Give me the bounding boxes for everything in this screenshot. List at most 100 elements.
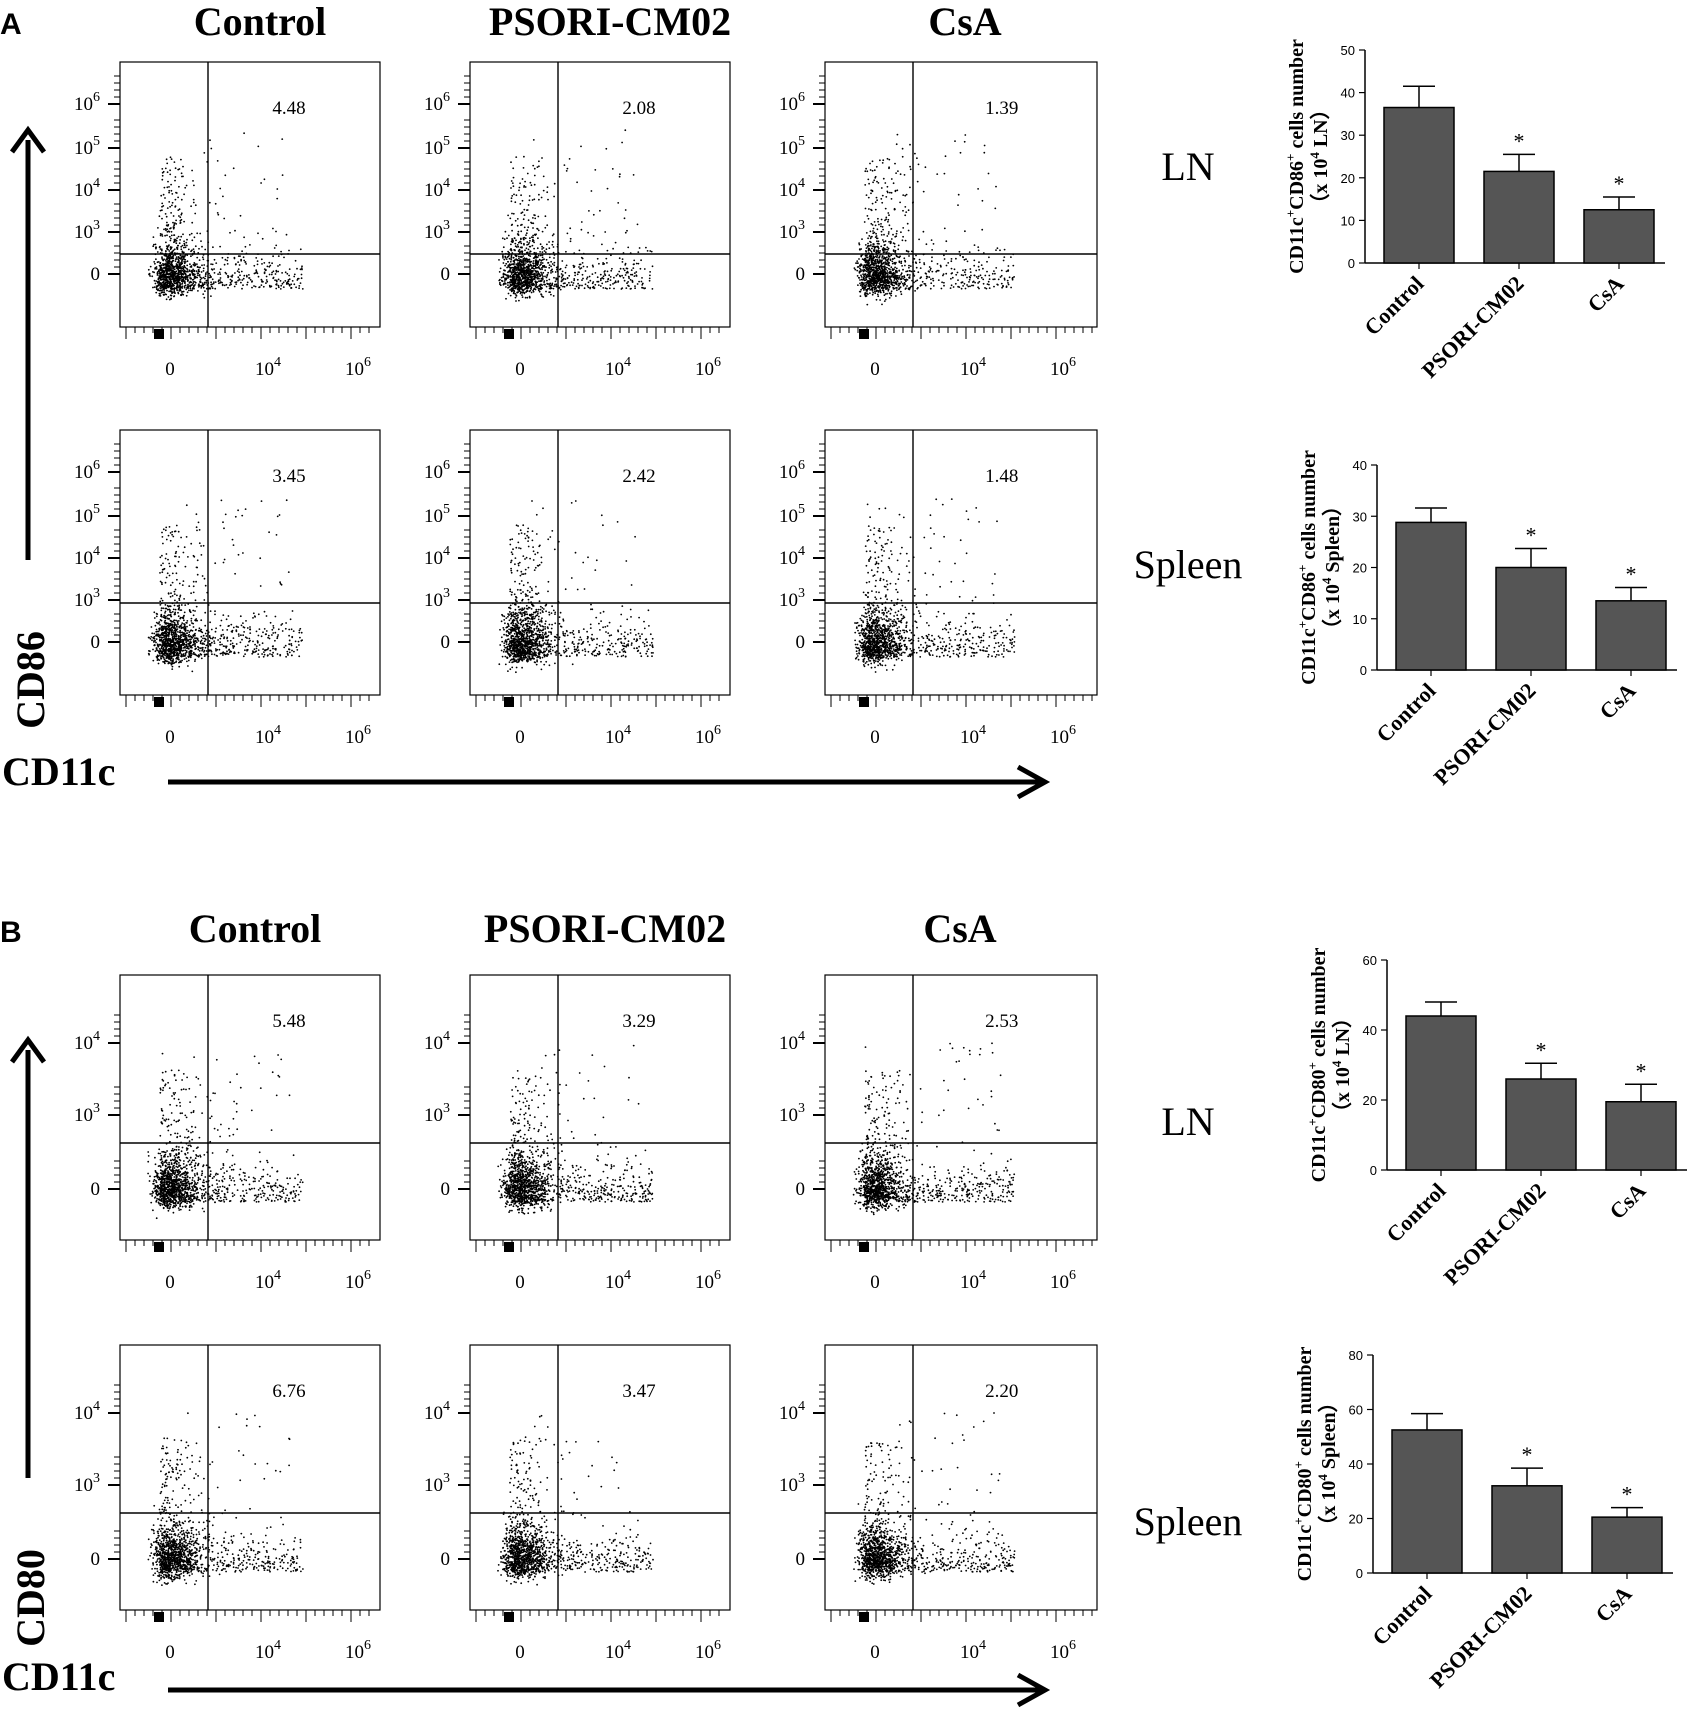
event-dot bbox=[599, 210, 601, 212]
event-dot bbox=[897, 256, 899, 258]
event-dot bbox=[923, 264, 925, 266]
event-dot bbox=[881, 187, 883, 189]
event-dot bbox=[865, 255, 867, 257]
event-dot bbox=[856, 260, 858, 262]
event-dot bbox=[254, 648, 256, 650]
event-dot bbox=[951, 284, 953, 286]
event-dot bbox=[168, 186, 170, 188]
event-dot bbox=[264, 178, 266, 180]
event-dot bbox=[969, 285, 971, 287]
y-tick-label: 104 bbox=[779, 176, 805, 201]
event-dot bbox=[1007, 270, 1009, 272]
event-dot bbox=[540, 284, 542, 286]
event-dot bbox=[641, 281, 643, 283]
event-dot bbox=[887, 290, 889, 292]
event-dot bbox=[172, 251, 174, 253]
event-dot bbox=[914, 258, 916, 260]
event-dot bbox=[286, 234, 288, 236]
event-dot bbox=[164, 287, 166, 289]
event-dot bbox=[217, 273, 219, 275]
event-dot bbox=[870, 192, 872, 194]
event-dot bbox=[512, 167, 514, 169]
event-dot bbox=[515, 259, 517, 261]
event-dot bbox=[156, 268, 158, 270]
event-dot bbox=[204, 290, 206, 292]
event-dot bbox=[864, 221, 866, 223]
event-dot bbox=[179, 263, 181, 265]
event-dot bbox=[868, 197, 870, 199]
event-dot bbox=[269, 285, 271, 287]
tick-exponent: 6 bbox=[714, 355, 721, 370]
event-dot bbox=[183, 271, 185, 273]
event-dot bbox=[893, 279, 895, 281]
event-dot bbox=[944, 258, 946, 260]
event-dot bbox=[869, 271, 871, 273]
event-dot bbox=[915, 255, 917, 257]
event-dot bbox=[859, 244, 861, 246]
event-dot bbox=[592, 273, 594, 275]
event-dot bbox=[229, 232, 231, 234]
event-dot bbox=[241, 250, 243, 252]
event-dot bbox=[972, 281, 974, 283]
event-dot bbox=[204, 640, 206, 642]
event-dot bbox=[579, 250, 581, 252]
event-dot bbox=[940, 265, 942, 267]
event-dot bbox=[576, 285, 578, 287]
event-dot bbox=[526, 209, 528, 211]
event-dot bbox=[217, 212, 219, 214]
event-dot bbox=[576, 181, 578, 183]
event-dot bbox=[175, 223, 177, 225]
event-dot bbox=[565, 278, 567, 280]
event-dot bbox=[900, 261, 902, 263]
event-dot bbox=[553, 246, 555, 248]
event-dot bbox=[897, 248, 899, 250]
event-dot bbox=[867, 215, 869, 217]
event-dot bbox=[525, 262, 527, 264]
event-dot bbox=[875, 288, 877, 290]
event-dot bbox=[994, 278, 996, 280]
event-dot bbox=[177, 169, 179, 171]
event-dot bbox=[502, 276, 504, 278]
event-dot bbox=[889, 269, 891, 271]
event-dot bbox=[165, 275, 167, 277]
event-dot bbox=[585, 270, 587, 272]
event-dot bbox=[507, 215, 509, 217]
event-dot bbox=[870, 231, 872, 233]
event-dot bbox=[512, 182, 514, 184]
event-dot bbox=[875, 176, 877, 178]
event-dot bbox=[201, 271, 203, 273]
event-dot bbox=[624, 129, 626, 131]
event-dot bbox=[542, 272, 544, 274]
event-dot bbox=[181, 199, 183, 201]
event-dot bbox=[162, 282, 164, 284]
event-dot bbox=[978, 250, 980, 252]
event-dot bbox=[276, 637, 278, 639]
event-dot bbox=[221, 500, 223, 502]
event-dot bbox=[550, 272, 552, 274]
event-dot bbox=[925, 283, 927, 285]
event-dot bbox=[546, 191, 548, 193]
event-dot bbox=[516, 275, 518, 277]
event-dot bbox=[206, 282, 208, 284]
event-dot bbox=[212, 278, 214, 280]
event-dot bbox=[187, 630, 189, 632]
event-dot bbox=[526, 229, 528, 231]
event-dot bbox=[870, 223, 872, 225]
event-dot bbox=[872, 290, 874, 292]
event-dot bbox=[530, 271, 532, 273]
event-dot bbox=[888, 258, 890, 260]
event-dot bbox=[160, 285, 162, 287]
event-dot bbox=[214, 259, 216, 261]
event-dot bbox=[529, 276, 531, 278]
event-dot bbox=[862, 287, 864, 289]
event-dot bbox=[255, 650, 257, 652]
event-dot bbox=[267, 654, 269, 656]
event-dot bbox=[526, 266, 528, 268]
event-dot bbox=[160, 269, 162, 271]
event-dot bbox=[606, 288, 608, 290]
event-dot bbox=[187, 665, 189, 667]
event-dot bbox=[499, 271, 501, 273]
event-dot bbox=[552, 263, 554, 265]
event-dot bbox=[538, 255, 540, 257]
event-dot bbox=[516, 255, 518, 257]
